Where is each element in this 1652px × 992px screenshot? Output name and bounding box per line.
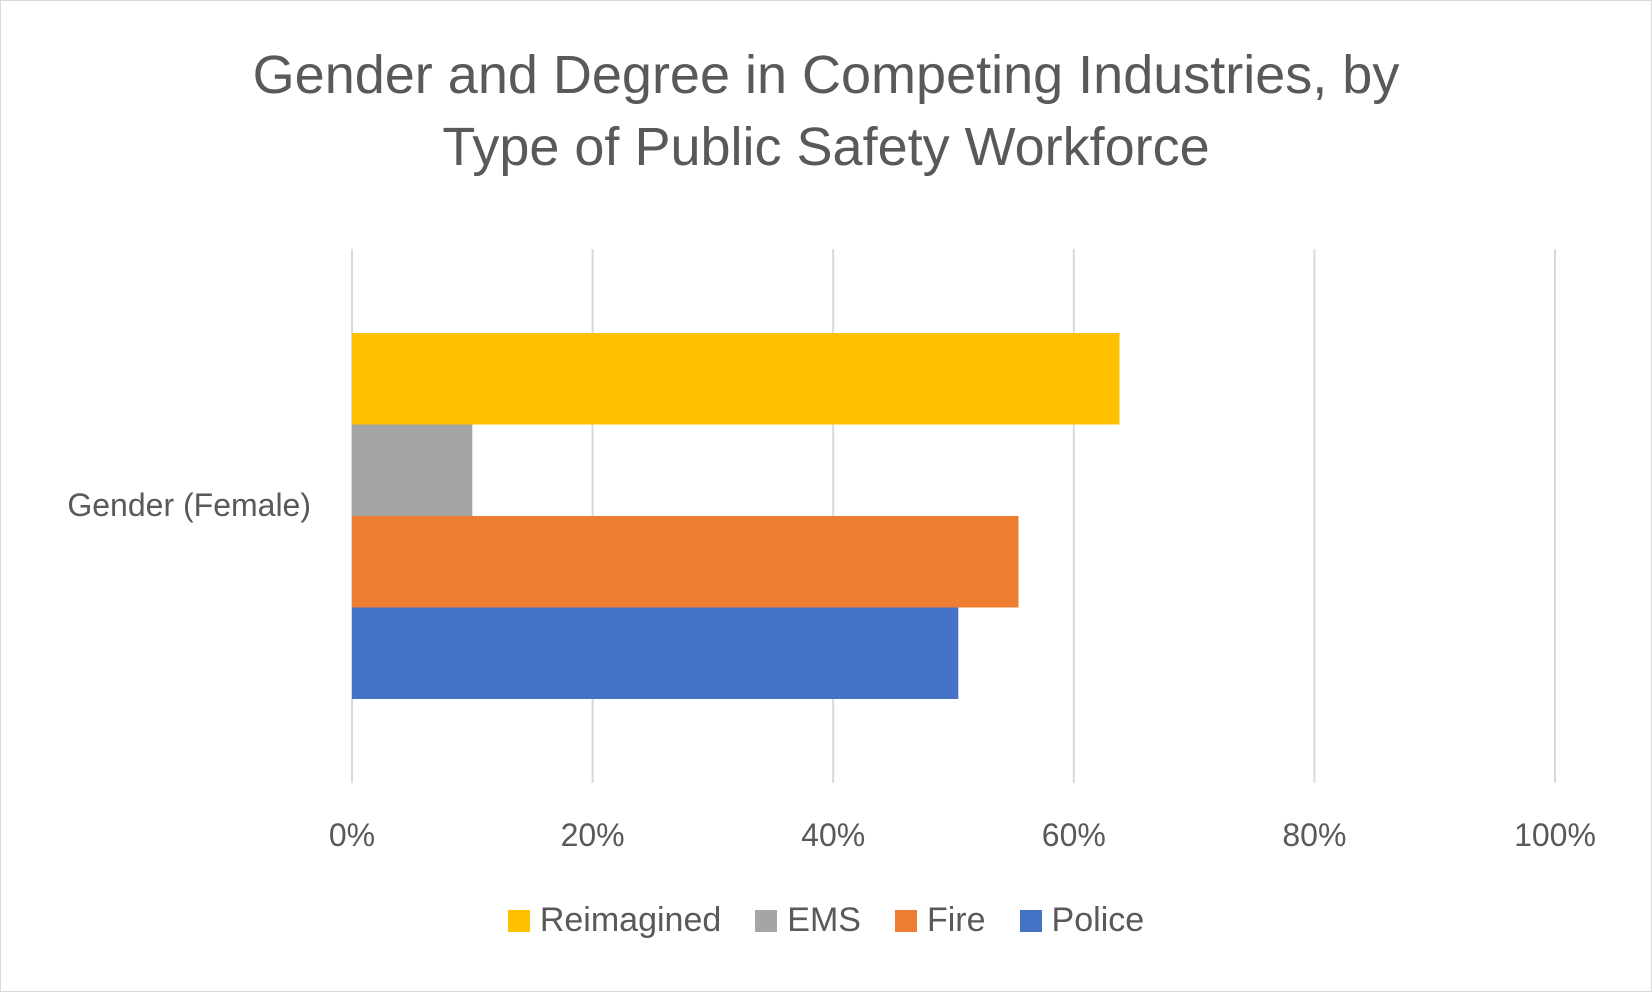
x-tick-label-1: 20% xyxy=(561,817,625,853)
legend-item-ems: EMS xyxy=(755,901,861,940)
bar-fire xyxy=(352,516,1019,608)
bar-police xyxy=(352,607,959,699)
legend-label-fire: Fire xyxy=(926,901,986,939)
chart-title-line-1: Gender and Degree in Competing Industrie… xyxy=(252,45,1400,105)
chart-title-line-2: Type of Public Safety Workforce xyxy=(442,117,1210,177)
legend-swatch-reimagined xyxy=(507,909,530,932)
x-tick-label-2: 40% xyxy=(801,817,865,853)
legend-label-ems: EMS xyxy=(787,901,861,939)
legend-item-police: Police xyxy=(1019,901,1145,940)
bar-reimagined xyxy=(352,333,1120,425)
legend-label-reimagined: Reimagined xyxy=(539,901,722,939)
legend: Reimagined EMS Fire Police xyxy=(1,901,1651,940)
x-tick-label-5: 100% xyxy=(1514,817,1596,853)
chart-title: Gender and Degree in Competing Industrie… xyxy=(1,39,1651,183)
legend-swatch-ems xyxy=(755,909,778,932)
legend-swatch-police xyxy=(1019,909,1042,932)
bar-ems xyxy=(352,424,473,516)
x-tick-label-4: 80% xyxy=(1282,817,1346,853)
legend-item-reimagined: Reimagined xyxy=(507,901,722,940)
x-tick-label-3: 60% xyxy=(1042,817,1106,853)
x-tick-label-0: 0% xyxy=(329,817,375,853)
category-label-0: Gender (Female) xyxy=(67,487,311,523)
legend-swatch-fire xyxy=(894,909,917,932)
legend-item-fire: Fire xyxy=(894,901,986,940)
legend-label-police: Police xyxy=(1051,901,1145,939)
